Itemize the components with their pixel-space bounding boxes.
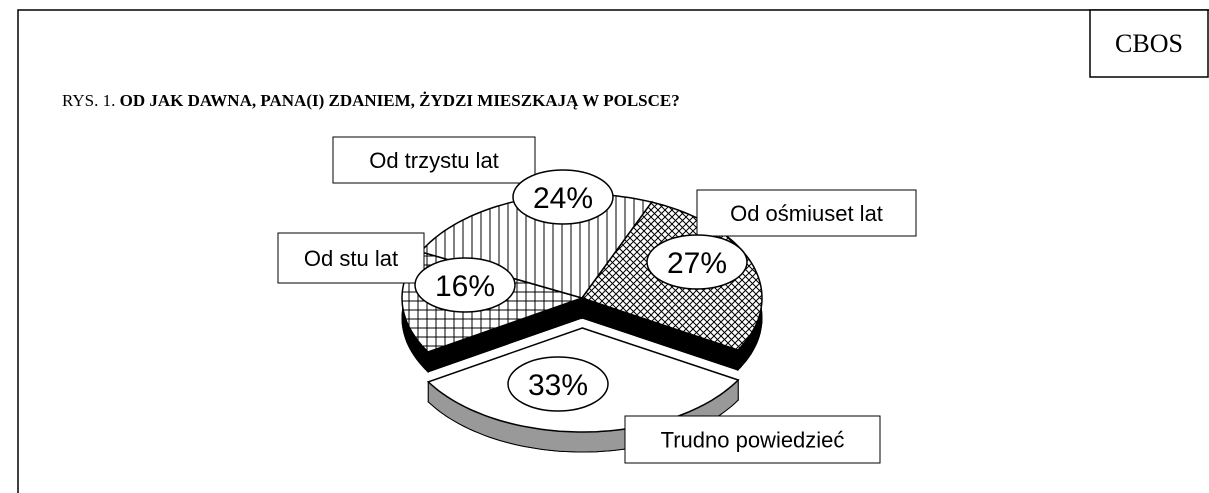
value-label: 24% (533, 182, 593, 215)
frame (17, 9, 1209, 493)
value-label-bg (414, 257, 516, 313)
value-label-bg (507, 356, 609, 412)
category-label: Od ośmiuset lat (730, 201, 883, 226)
category-label: Od stu lat (304, 246, 398, 271)
category-label: Od trzystu lat (369, 148, 499, 173)
source-box (1089, 9, 1209, 78)
source: CBOS (1115, 29, 1183, 58)
figure-label: RYS. 1. (62, 91, 115, 110)
chart-title: RYS. 1. OD JAK DAWNA, PANA(I) ZDANIEM, Ż… (62, 91, 680, 110)
value-label-bg (512, 169, 614, 225)
category-label: Trudno powiedzieć (661, 428, 845, 453)
category-box (696, 189, 917, 237)
value-label-bg (646, 234, 748, 290)
title-text: OD JAK DAWNA, PANA(I) ZDANIEM, ŻYDZI MIE… (120, 91, 680, 110)
value-label: 27% (667, 247, 727, 280)
category-box (332, 136, 536, 184)
category-box (624, 415, 881, 464)
category-box (277, 232, 425, 284)
value-label: 33% (528, 369, 588, 402)
value-label: 16% (435, 270, 495, 303)
labels: Trudno powiedzieć 33% Od stu lat 16% Od trzy… (277, 136, 917, 464)
